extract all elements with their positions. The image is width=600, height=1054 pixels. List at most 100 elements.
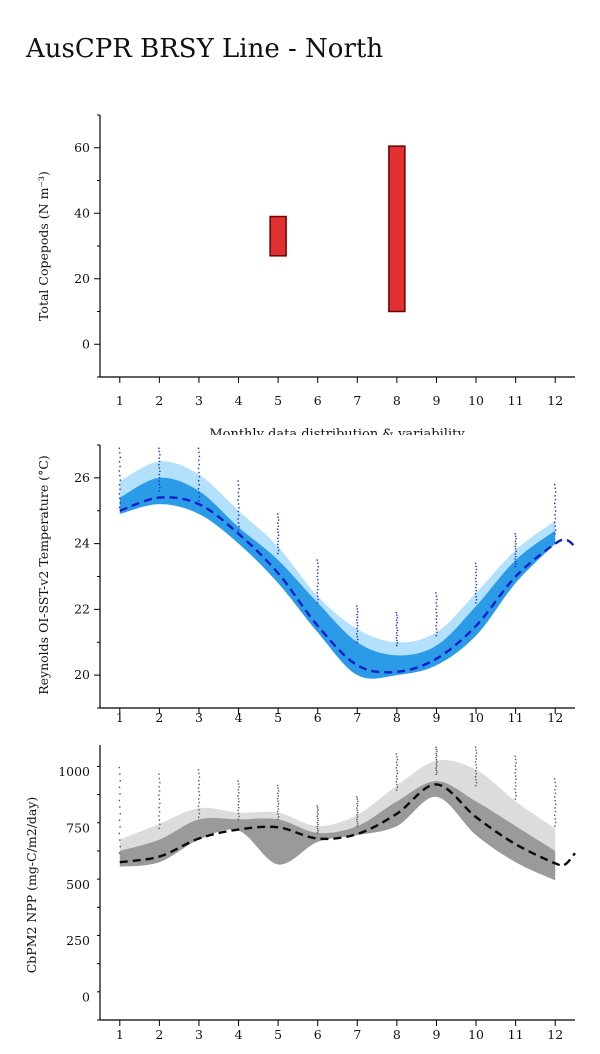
data-point	[356, 605, 358, 607]
data-point	[276, 543, 279, 546]
data-point	[237, 812, 240, 815]
data-point	[435, 628, 438, 630]
data-point	[316, 602, 319, 604]
data-point	[435, 752, 437, 755]
data-point	[237, 499, 239, 501]
y-axis-label: Reynolds OI-SST-v2 Temperature (°C)	[36, 455, 51, 695]
data-point	[475, 574, 477, 577]
data-point	[159, 470, 161, 472]
data-point	[357, 610, 359, 613]
data-point	[435, 769, 438, 771]
data-point	[119, 479, 121, 481]
y-tick-label: 22	[74, 601, 90, 616]
data-point	[356, 802, 358, 805]
x-tick-label: 1	[116, 393, 124, 408]
data-point	[475, 599, 478, 601]
data-point	[276, 528, 279, 530]
data-point	[475, 770, 477, 772]
data-point	[475, 568, 478, 571]
data-point	[435, 773, 437, 776]
data-point	[514, 775, 517, 777]
data-point	[277, 808, 280, 810]
data-point	[515, 762, 517, 764]
x-tick-label: 11	[508, 393, 524, 408]
data-point	[317, 582, 319, 584]
data-point	[277, 537, 279, 540]
data-point	[554, 792, 557, 795]
data-point	[475, 781, 478, 784]
data-point	[316, 592, 318, 594]
data-point	[198, 783, 200, 786]
data-point	[118, 819, 121, 821]
x-tick-label: 10	[468, 1027, 484, 1042]
y-axis-label: Total Copepods (N m⁻³)	[36, 171, 51, 321]
data-point	[237, 484, 240, 486]
x-axis-label: Monthly data distribution & variability	[209, 427, 465, 435]
data-point	[238, 488, 240, 490]
data-point	[356, 630, 359, 632]
data-point	[158, 480, 160, 482]
data-point	[554, 487, 556, 489]
data-point	[197, 787, 200, 789]
data-point	[238, 792, 240, 794]
data-point	[396, 634, 398, 637]
x-tick-label: 4	[235, 710, 243, 725]
data-point	[159, 487, 161, 489]
data-point	[356, 608, 358, 610]
data-point	[436, 605, 438, 607]
data-point	[435, 759, 438, 761]
page-title: AusCPR BRSY Line - North	[26, 34, 384, 64]
data-point	[555, 529, 557, 531]
data-point	[158, 460, 161, 463]
data-point	[356, 807, 358, 809]
x-tick-label: 8	[393, 1027, 401, 1042]
y-tick-label: 20	[74, 667, 90, 682]
data-point	[237, 510, 239, 513]
data-point	[396, 769, 398, 772]
data-point	[435, 746, 437, 748]
data-point	[396, 764, 398, 766]
data-point	[474, 562, 477, 565]
data-point	[356, 814, 358, 816]
data-point	[277, 813, 279, 815]
data-point	[276, 797, 279, 800]
data-point	[317, 817, 319, 820]
data-point	[356, 805, 359, 807]
data-point	[237, 818, 239, 821]
x-tick-label: 1	[116, 1027, 124, 1042]
data-point	[237, 795, 239, 797]
data-point	[515, 778, 517, 781]
data-point	[514, 791, 517, 794]
data-point	[436, 598, 438, 601]
data-point	[198, 790, 200, 793]
data-point	[277, 792, 279, 795]
data-point	[554, 521, 556, 524]
median-line	[119, 783, 576, 868]
data-point	[119, 780, 121, 782]
data-point	[238, 800, 240, 803]
data-point	[396, 622, 398, 624]
x-tick-label: 6	[314, 1027, 322, 1042]
data-point	[158, 457, 160, 459]
data-point	[158, 777, 161, 780]
data-point	[436, 761, 438, 763]
data-point	[475, 586, 477, 589]
data-point	[158, 819, 161, 821]
data-point	[396, 786, 399, 789]
x-tick-label: 7	[353, 393, 361, 408]
data-point	[395, 761, 398, 764]
data-point	[554, 818, 556, 820]
data-point	[515, 543, 517, 545]
x-tick-label: 1	[116, 710, 124, 725]
data-point	[515, 768, 517, 771]
data-point	[554, 525, 556, 527]
data-point	[119, 502, 121, 504]
y-tick-label: 24	[74, 536, 90, 551]
data-point	[238, 514, 240, 517]
data-point	[119, 812, 121, 815]
data-point	[277, 805, 279, 808]
y-tick-label: 0	[82, 989, 90, 1004]
data-point	[435, 748, 438, 751]
data-point	[357, 811, 359, 814]
